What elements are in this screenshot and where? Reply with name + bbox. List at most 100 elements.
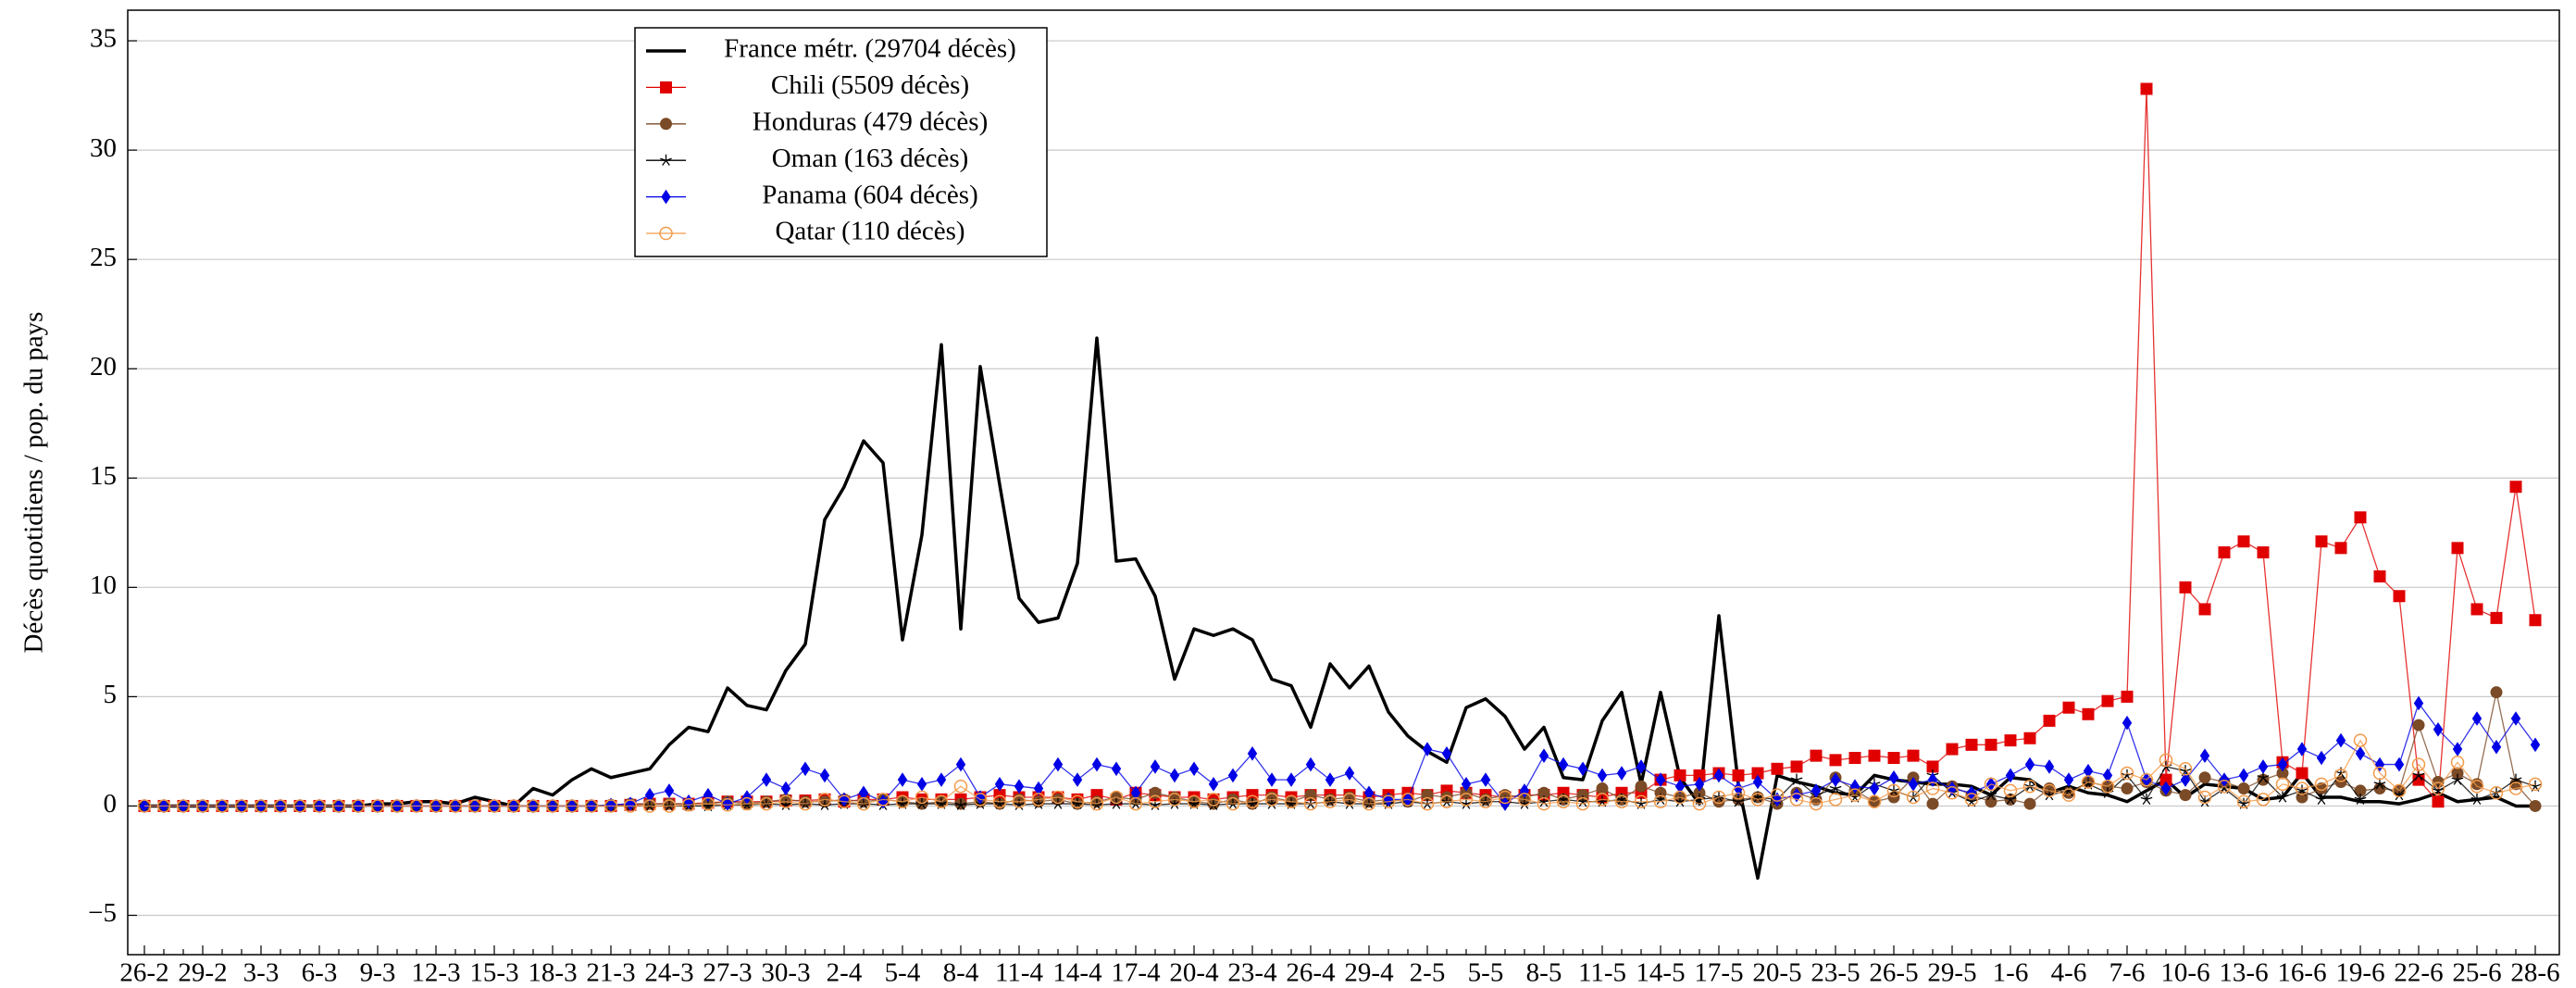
marker [1286,772,1297,787]
marker [1264,793,1279,807]
marker [1012,794,1027,808]
marker [2062,701,2075,714]
marker [584,799,599,813]
marker [1750,793,1765,807]
marker [1869,781,1880,796]
x-tick-label: 28-6 [2510,958,2559,988]
marker [2412,719,2425,732]
marker [2024,757,2035,772]
x-tick-label: 11-5 [1578,958,1626,988]
marker [1674,795,1686,807]
series [144,336,2535,881]
marker [1051,790,1065,805]
marker [1362,796,1376,811]
marker [2061,788,2076,802]
marker [1790,760,1803,773]
marker [1655,772,1666,787]
marker [195,799,210,813]
marker [2450,755,2465,769]
marker [1789,793,1804,807]
marker [955,757,966,772]
marker [1830,772,1841,787]
marker [390,799,404,813]
marker [1945,786,1960,800]
marker [1771,762,1784,775]
marker [2510,711,2521,726]
marker [915,790,929,805]
marker [1461,777,1472,792]
marker [2411,757,2426,771]
marker [2063,772,2074,787]
marker [740,796,754,811]
x-tick-label: 3-3 [243,958,280,988]
marker [701,796,716,811]
marker [1751,791,1764,803]
marker [1809,796,1823,811]
marker [1091,757,1102,772]
marker [1517,793,1532,807]
marker [720,798,735,812]
marker [312,799,327,813]
marker [2373,778,2386,790]
series [137,733,2543,813]
marker [1732,769,1745,782]
marker [1422,742,1433,757]
marker [448,799,463,813]
marker [2277,757,2288,772]
marker [2179,581,2192,594]
marker [2470,603,2483,616]
marker [1908,777,1919,792]
marker [1985,795,1997,808]
marker [1070,794,1085,808]
marker [1947,781,1958,796]
marker [1654,793,1667,806]
marker [1304,797,1317,809]
y-tick-label: 20 [90,352,117,381]
x-tick-label: 8-4 [943,958,979,988]
marker [760,797,773,809]
marker [1713,768,1724,783]
legend-label: Oman (163 décès) [772,144,969,173]
marker [1188,797,1201,809]
x-tick-label: 30-3 [761,958,810,988]
marker [1480,772,1491,787]
marker [2022,779,2037,794]
marker [1848,788,1862,802]
marker [2003,783,2018,798]
marker [2120,766,2134,781]
marker [2276,767,2289,780]
marker [2256,793,2271,807]
marker [2433,722,2444,737]
marker [936,772,947,787]
marker [1711,790,1726,805]
marker [2393,789,2406,801]
marker [1733,781,1744,796]
x-tick-label: 4-6 [2051,958,2087,988]
marker [2159,773,2172,786]
marker [370,799,385,813]
y-tick-label: −5 [88,898,117,928]
marker [273,799,288,813]
marker [1926,797,1939,810]
legend-label: Honduras (479 décès) [753,106,988,136]
series [138,82,2542,812]
marker [2412,769,2425,782]
y-tick-label: 30 [90,133,117,163]
marker [2296,742,2308,757]
marker [545,799,560,813]
marker [2529,780,2542,792]
marker [1849,779,1860,794]
marker [2471,711,2483,726]
marker [1965,738,1978,751]
marker [1187,794,1201,808]
marker [2257,771,2270,783]
marker [1071,797,1084,809]
marker [895,794,910,808]
marker [1459,793,1474,807]
marker [1420,796,1435,811]
x-tick-label: 19-6 [2335,958,2384,988]
marker [1381,794,1396,808]
marker [2023,732,2036,744]
marker [1033,781,1044,796]
